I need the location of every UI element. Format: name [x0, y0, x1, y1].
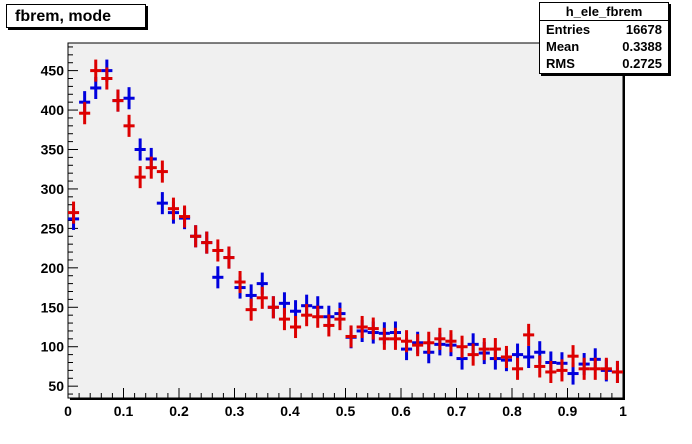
data-point [578, 357, 590, 380]
data-point [345, 325, 357, 348]
stats-value-rms: 0.2725 [622, 56, 662, 71]
data-point [156, 160, 168, 183]
data-point [478, 338, 490, 361]
data-point [68, 201, 80, 224]
data-point [134, 166, 146, 189]
data-point [389, 327, 401, 350]
data-point [401, 330, 413, 353]
stats-histogram-name: h_ele_fbrem [540, 3, 668, 21]
data-point [90, 59, 102, 82]
data-point [167, 197, 179, 220]
data-point [523, 323, 535, 346]
stats-value-mean: 0.3388 [622, 39, 662, 54]
y-tick-label: 450 [41, 63, 65, 79]
stats-box: h_ele_fbrem Entries 16678 Mean 0.3388 RM… [539, 2, 669, 74]
stats-row-mean: Mean 0.3388 [540, 38, 668, 55]
data-point [567, 345, 579, 368]
stats-value-entries: 16678 [625, 22, 662, 37]
stats-label-rms: RMS [546, 56, 575, 71]
data-point [589, 357, 601, 380]
y-tick-label: 150 [41, 299, 65, 315]
x-tick-label: 0.9 [558, 403, 578, 419]
data-point [356, 315, 368, 339]
data-point [223, 246, 235, 269]
data-point [545, 360, 557, 384]
chart-title: fbrem, mode [6, 4, 146, 28]
data-point [456, 335, 468, 358]
data-point [378, 327, 390, 350]
data-point [556, 359, 568, 382]
x-tick-label: 0.3 [225, 403, 245, 419]
data-point [212, 239, 224, 262]
data-point [467, 343, 479, 366]
data-point [278, 308, 290, 331]
x-tick-label: 0.4 [280, 403, 300, 419]
x-tick-label: 0.5 [336, 403, 356, 419]
data-point [234, 270, 246, 294]
data-point [611, 360, 623, 384]
x-tick-label: 1 [619, 403, 627, 419]
data-point [267, 296, 279, 319]
data-point [290, 315, 302, 339]
x-tick-label: 0 [64, 403, 72, 419]
data-point [190, 225, 202, 248]
data-point [245, 298, 257, 321]
y-tick-label: 400 [41, 102, 65, 118]
data-point [145, 156, 157, 179]
stats-row-rms: RMS 0.2725 [540, 55, 668, 72]
data-point [301, 304, 313, 327]
data-point [179, 205, 191, 228]
data-point [500, 345, 512, 369]
data-point [134, 138, 146, 161]
data-point [434, 327, 446, 350]
y-tick-label: 300 [41, 181, 65, 197]
y-tick-label: 250 [41, 220, 65, 236]
data-point [334, 308, 346, 331]
data-point [101, 67, 113, 90]
y-tick-label: 200 [41, 260, 65, 276]
data-point [512, 357, 524, 380]
data-point [123, 114, 135, 137]
data-point [412, 334, 424, 357]
data-point [523, 345, 535, 369]
y-tick-label: 100 [41, 339, 65, 355]
data-point [123, 87, 135, 110]
data-point [212, 266, 224, 289]
data-point [534, 355, 546, 378]
data-point [256, 286, 268, 309]
x-tick-label: 0.1 [114, 403, 134, 419]
data-point [489, 338, 501, 361]
y-tick-label: 350 [41, 142, 65, 158]
data-point [367, 317, 379, 340]
data-point [112, 89, 124, 112]
x-tick-label: 0.2 [169, 403, 189, 419]
data-point [445, 330, 457, 353]
y-tick-label: 50 [48, 378, 64, 394]
data-point [201, 231, 213, 254]
data-point [156, 192, 168, 215]
data-point [600, 357, 612, 380]
x-tick-label: 0.7 [447, 403, 467, 419]
stats-row-entries: Entries 16678 [540, 21, 668, 38]
data-point [312, 305, 324, 328]
x-tick-label: 0.8 [502, 403, 522, 419]
data-point [323, 314, 335, 337]
stats-label-mean: Mean [546, 39, 580, 54]
x-tick-label: 0.6 [391, 403, 411, 419]
stats-label-entries: Entries [546, 22, 591, 37]
plot-frame [67, 42, 624, 399]
data-point [79, 102, 91, 125]
data-point [423, 331, 435, 354]
